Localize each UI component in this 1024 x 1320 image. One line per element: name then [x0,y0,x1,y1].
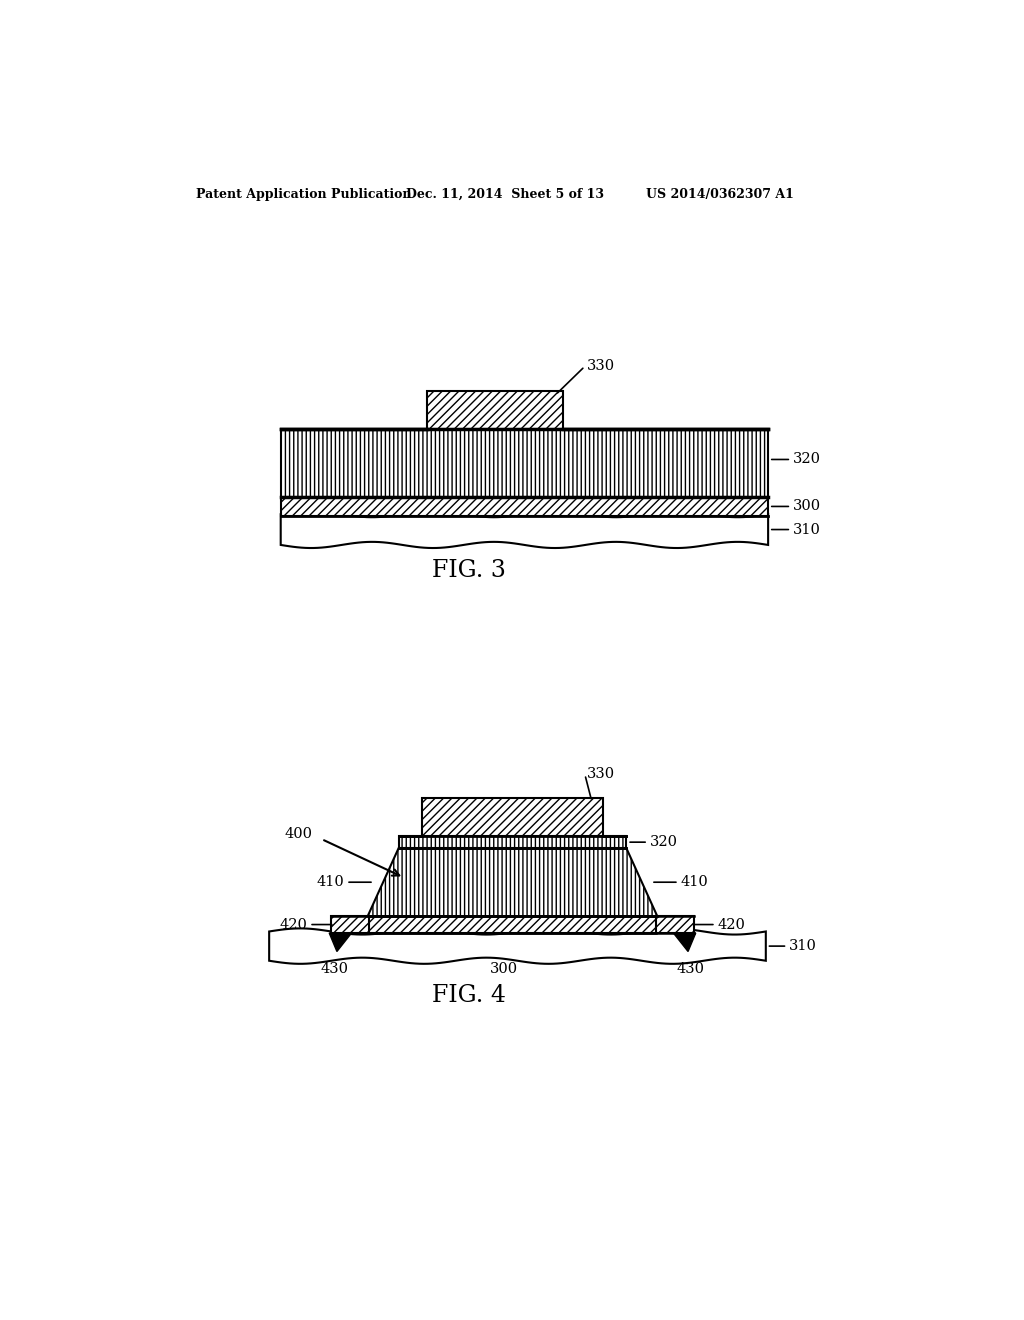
Text: 400: 400 [285,826,312,841]
Text: 430: 430 [321,962,348,977]
Text: FIG. 4: FIG. 4 [432,983,506,1007]
Text: 410: 410 [316,875,345,890]
Text: 300: 300 [793,499,821,513]
Polygon shape [331,916,694,933]
Text: 410: 410 [680,875,708,890]
Text: 320: 320 [793,453,821,466]
Polygon shape [330,933,351,952]
Text: 320: 320 [649,836,678,849]
Text: Patent Application Publication: Patent Application Publication [196,187,412,201]
Text: 330: 330 [587,359,614,374]
Text: 310: 310 [788,939,817,953]
Polygon shape [281,429,768,498]
Polygon shape [269,928,766,964]
Text: 330: 330 [587,767,614,781]
Text: 420: 420 [717,917,745,932]
Text: Dec. 11, 2014  Sheet 5 of 13: Dec. 11, 2014 Sheet 5 of 13 [407,187,604,201]
Text: 420: 420 [280,917,307,932]
Polygon shape [281,498,768,516]
Polygon shape [370,916,655,933]
Polygon shape [368,849,657,916]
Polygon shape [427,391,563,429]
Polygon shape [422,797,603,836]
Text: US 2014/0362307 A1: US 2014/0362307 A1 [646,187,795,201]
Polygon shape [281,511,768,548]
Text: 310: 310 [793,523,820,536]
Polygon shape [398,836,627,849]
Text: FIG. 3: FIG. 3 [432,558,506,582]
Text: 300: 300 [489,962,518,977]
Polygon shape [674,933,695,952]
Text: 430: 430 [676,962,705,977]
